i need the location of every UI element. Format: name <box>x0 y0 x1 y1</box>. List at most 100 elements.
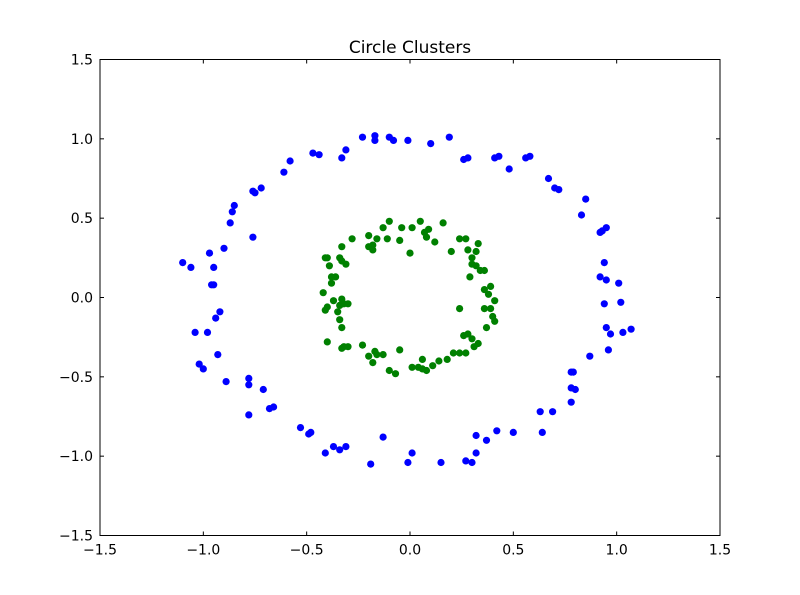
point-series-1-61 <box>627 325 635 333</box>
point-series-2-18 <box>369 246 377 254</box>
point-series-2-29 <box>325 262 333 270</box>
point-series-1-37 <box>602 224 610 232</box>
point-series-2-38 <box>472 262 480 270</box>
point-series-1-57 <box>222 378 230 386</box>
point-series-2-45 <box>491 297 499 305</box>
y-tick-label-3: −0.5 <box>59 370 93 386</box>
point-series-2-10 <box>379 224 387 232</box>
point-series-2-46 <box>319 289 327 297</box>
point-series-1-80 <box>538 428 546 436</box>
point-series-2-43 <box>487 282 495 290</box>
point-series-1-78 <box>549 408 557 416</box>
point-series-2-58 <box>491 317 499 325</box>
point-series-2-1 <box>385 217 393 225</box>
point-series-2-9 <box>396 236 404 244</box>
point-series-1-39 <box>187 263 195 271</box>
point-series-2-62 <box>468 335 476 343</box>
point-series-1-8 <box>445 133 453 141</box>
point-series-1-19 <box>505 165 513 173</box>
point-series-1-10 <box>342 146 350 154</box>
point-series-1-50 <box>191 328 199 336</box>
point-series-1-25 <box>230 201 238 210</box>
point-series-2-42 <box>480 286 488 294</box>
point-series-1-79 <box>536 408 544 416</box>
y-tick-label-6: 1.0 <box>71 132 93 148</box>
point-series-1-14 <box>280 168 288 176</box>
point-series-1-18 <box>495 152 503 160</box>
point-series-1-82 <box>493 427 501 435</box>
point-series-1-30 <box>544 174 553 183</box>
point-series-2-71 <box>358 341 367 349</box>
point-series-1-43 <box>210 281 218 289</box>
point-series-2-85 <box>379 351 387 359</box>
point-series-2-26 <box>406 249 414 257</box>
point-series-1-85 <box>329 443 338 451</box>
point-series-1-34 <box>577 211 586 219</box>
point-series-2-41 <box>466 273 474 281</box>
point-series-1-86 <box>336 446 344 454</box>
point-series-1-53 <box>212 314 220 322</box>
point-series-2-47 <box>329 297 338 305</box>
point-series-2-36 <box>468 254 476 262</box>
point-series-1-89 <box>379 433 387 441</box>
point-series-2-6 <box>425 225 433 233</box>
point-series-2-65 <box>336 316 344 324</box>
point-series-2-13 <box>383 235 391 243</box>
point-series-2-21 <box>462 235 470 243</box>
point-series-2-19 <box>431 238 439 246</box>
point-series-2-25 <box>447 247 455 256</box>
point-series-2-78 <box>443 355 451 363</box>
x-tick-label-3: −0.5 <box>290 543 324 559</box>
point-series-1-33 <box>582 195 590 203</box>
point-series-2-89 <box>408 363 416 371</box>
point-series-2-3 <box>408 224 416 232</box>
point-series-1-49 <box>600 300 608 308</box>
point-series-1-12 <box>315 151 323 159</box>
point-series-2-79 <box>435 357 443 365</box>
point-series-1-21 <box>526 152 534 160</box>
point-series-1-77 <box>567 398 575 406</box>
point-series-1-52 <box>216 308 224 316</box>
point-series-1-13 <box>286 157 294 165</box>
point-series-2-7 <box>439 219 447 227</box>
point-series-1-58 <box>602 324 610 332</box>
point-series-1-38 <box>179 259 187 267</box>
point-series-1-27 <box>226 219 234 227</box>
point-series-2-11 <box>373 235 381 243</box>
point-series-1-63 <box>586 352 594 360</box>
point-series-1-40 <box>210 263 218 271</box>
x-tick-label-7: 1.5 <box>709 543 731 559</box>
point-series-2-23 <box>464 246 472 254</box>
point-series-1-93 <box>462 457 470 465</box>
point-series-1-51 <box>203 328 212 336</box>
point-series-2-28 <box>323 254 331 262</box>
y-tick-label-2: −1.0 <box>59 449 93 465</box>
point-series-1-44 <box>600 259 608 267</box>
x-tick-label-1: −1.5 <box>83 543 117 559</box>
point-series-1-87 <box>342 443 350 451</box>
x-axis: −1.5 −1.0 −0.5 0.0 0.5 1.0 1.5 <box>83 59 731 559</box>
x-tick-label-4: 0.0 <box>399 543 421 559</box>
point-series-1-9 <box>338 154 346 162</box>
point-series-1-32 <box>555 186 563 194</box>
point-series-1-55 <box>199 365 207 373</box>
point-series-2-8 <box>422 233 431 241</box>
point-series-1-76 <box>571 385 579 394</box>
point-series-2-2 <box>398 224 406 232</box>
point-series-1-26 <box>228 208 236 216</box>
point-series-2-87 <box>385 366 393 375</box>
y-tick-label-5: 0.5 <box>71 211 93 227</box>
chart-title: Circle Clusters <box>349 38 471 58</box>
point-series-1-59 <box>606 330 615 338</box>
point-series-2-53 <box>321 306 329 314</box>
x-tick-label-6: 1.0 <box>606 543 628 559</box>
points-layer <box>179 132 635 468</box>
point-series-1-95 <box>472 449 480 457</box>
point-series-2-76 <box>456 349 464 357</box>
point-series-2-59 <box>482 324 491 332</box>
point-series-1-90 <box>404 458 412 467</box>
point-series-1-54 <box>195 360 203 368</box>
point-series-1-81 <box>509 428 517 436</box>
point-series-1-62 <box>604 346 613 354</box>
point-series-1-88 <box>367 460 375 468</box>
